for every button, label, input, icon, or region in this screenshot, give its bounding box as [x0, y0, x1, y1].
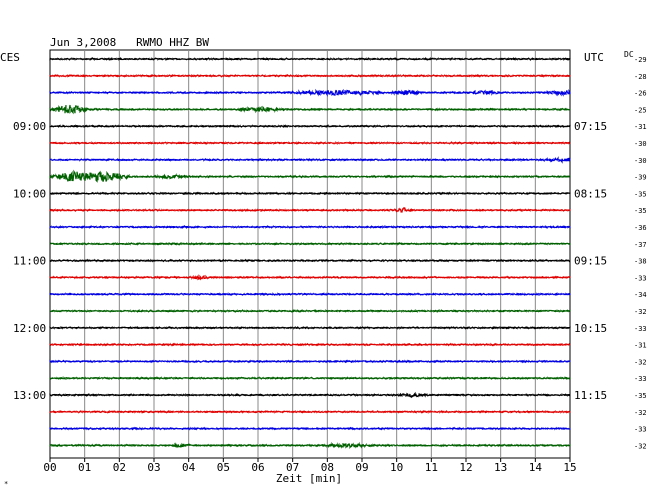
x-tick-label: 08: [321, 461, 334, 474]
x-tick-label: 02: [113, 461, 126, 474]
dc-value: -35: [634, 207, 647, 215]
trace-line: [49, 258, 571, 263]
trace-line: [49, 391, 570, 399]
dc-value: -32: [634, 442, 647, 450]
right-time-label: 10:15: [574, 322, 607, 335]
dc-value: -25: [634, 106, 647, 114]
trace-line: [49, 309, 571, 313]
corner-mark: *: [4, 480, 8, 488]
dc-value: -31: [634, 342, 647, 350]
dc-value: -33: [634, 325, 647, 333]
x-axis-label: Zeit [min]: [276, 472, 342, 485]
dc-value: -30: [634, 157, 647, 165]
traces: [49, 57, 571, 450]
dc-value: -28: [634, 73, 647, 81]
trace-line: [49, 88, 571, 97]
trace-line: [49, 359, 571, 364]
x-tick-label: 10: [390, 461, 403, 474]
dc-value: -34: [634, 291, 647, 299]
plot-frame: [49, 49, 571, 459]
x-tick-label: 14: [529, 461, 543, 474]
right-time-label: 08:15: [574, 187, 607, 200]
x-tick-label: 13: [494, 461, 507, 474]
dc-value: -26: [634, 90, 647, 98]
left-time-label: 11:00: [13, 255, 46, 268]
trace-line: [49, 274, 571, 281]
trace-line: [49, 206, 571, 213]
dc-value: -35: [634, 392, 647, 400]
x-tick-label: 04: [182, 461, 196, 474]
trace-line: [49, 441, 571, 450]
left-time-label: 09:00: [13, 120, 46, 133]
left-timezone-label: CES: [0, 51, 20, 64]
right-time-label: 09:15: [574, 255, 607, 268]
x-tick-label: 15: [563, 461, 576, 474]
trace-line: [49, 376, 571, 381]
x-tick-label: 09: [355, 461, 368, 474]
dc-value: -29: [634, 56, 647, 64]
trace-line: [49, 141, 571, 145]
x-tick-label: 01: [78, 461, 91, 474]
trace-line: [49, 169, 571, 183]
grid: [49, 49, 571, 462]
trace-line: [49, 73, 571, 78]
dc-value: -35: [634, 190, 647, 198]
dc-header-label: DC: [624, 50, 634, 59]
left-time-label: 12:00: [13, 322, 46, 335]
trace-line: [49, 409, 571, 414]
x-tick-label: 05: [217, 461, 230, 474]
trace-line: [49, 124, 571, 129]
dc-value: -37: [634, 241, 647, 249]
trace-line: [49, 57, 571, 61]
dc-value: -30: [634, 140, 647, 148]
dc-value: -32: [634, 409, 647, 417]
x-tick-label: 07: [286, 461, 299, 474]
dc-value: -31: [634, 123, 647, 131]
dc-value: -32: [634, 308, 647, 316]
trace-line: [49, 342, 571, 347]
dc-value: -33: [634, 375, 647, 383]
trace-line: [49, 325, 571, 330]
right-time-label: 07:15: [574, 120, 607, 133]
dc-value: -33: [634, 274, 647, 282]
dc-value: -36: [634, 224, 647, 232]
x-tick-label: 06: [251, 461, 264, 474]
dc-values: -29 -28 -26 -25 -31 -30 -30 -39 -35 -35 -36 -37 -38 -…: [634, 56, 647, 450]
trace-line: [49, 191, 571, 196]
right-timezone-label: UTC: [584, 51, 604, 64]
right-time-labels: 07:15 08:15 09:15 10:15 11:15: [574, 120, 607, 402]
chart-title: Jun 3,2008 RWMO HHZ BW: [50, 36, 209, 49]
trace-line: [49, 104, 571, 115]
dc-value: -38: [634, 258, 647, 266]
trace-line: [49, 241, 571, 246]
x-tick-label: 03: [147, 461, 160, 474]
dc-value: -33: [634, 426, 647, 434]
x-tick-label: 11: [425, 461, 438, 474]
trace-line: [49, 156, 571, 164]
x-tick-label: 12: [459, 461, 472, 474]
left-time-label: 10:00: [13, 187, 46, 200]
trace-line: [49, 225, 571, 229]
dc-value: -39: [634, 174, 647, 182]
right-time-label: 11:15: [574, 389, 607, 402]
dc-value: -32: [634, 358, 647, 366]
x-tick-label: 00: [43, 461, 56, 474]
trace-line: [49, 426, 571, 431]
left-time-label: 13:00: [13, 389, 46, 402]
trace-line: [49, 292, 571, 297]
left-time-labels: 09:00 10:00 11:00 12:00 13:00: [13, 120, 46, 402]
x-tick-labels: 00 01 02 03 04 05 06 07 08 09 10 11 12 13 14 15: [43, 461, 576, 474]
